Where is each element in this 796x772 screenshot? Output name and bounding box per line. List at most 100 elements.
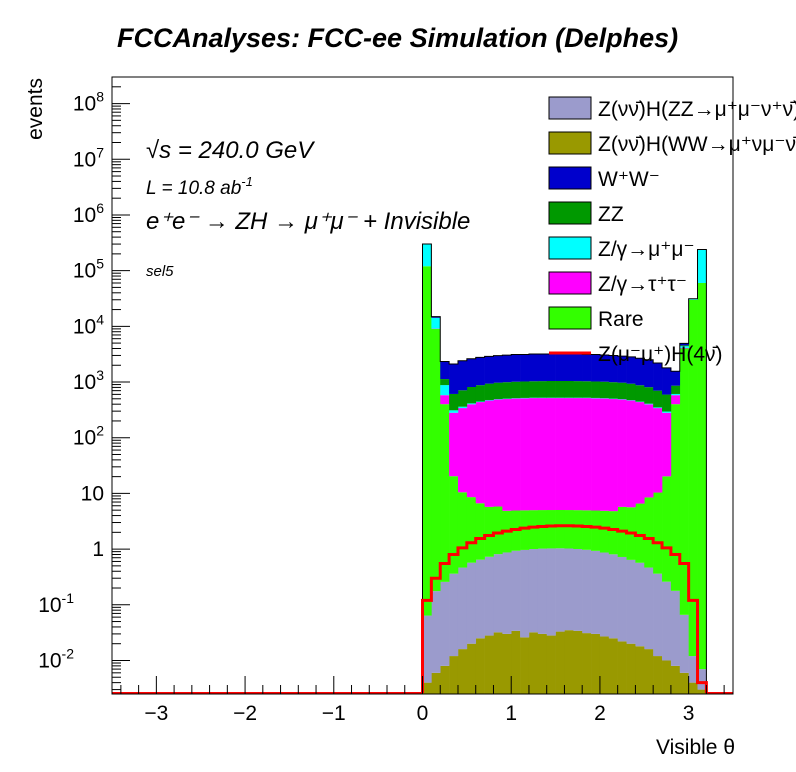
histogram-bar xyxy=(599,354,610,382)
histogram-bar xyxy=(679,347,689,349)
histogram-bar xyxy=(484,399,494,401)
histogram-bar xyxy=(449,656,459,694)
histogram-bar xyxy=(582,398,592,511)
histogram-bar xyxy=(528,398,539,511)
histogram-bar xyxy=(626,643,636,694)
histogram-bar xyxy=(493,399,503,507)
histogram-bar xyxy=(457,492,468,568)
histogram-bar xyxy=(644,497,654,568)
legend-swatch xyxy=(548,306,592,330)
legend-swatch xyxy=(548,201,592,225)
histogram-bar xyxy=(599,510,610,553)
histogram-bar xyxy=(484,383,494,400)
x-tick-label: 0 xyxy=(417,702,429,725)
histogram-bar xyxy=(679,346,689,348)
histogram-bar xyxy=(449,412,459,477)
histogram-bar xyxy=(537,398,547,511)
histogram-bar xyxy=(546,398,556,511)
histogram-bar xyxy=(493,506,503,555)
histogram-bar xyxy=(528,354,539,382)
histogram-bar xyxy=(466,404,477,498)
histogram-bar xyxy=(555,381,565,398)
histogram-bar xyxy=(617,399,627,507)
histogram-bar xyxy=(564,353,574,382)
histogram-bar xyxy=(555,398,565,511)
histogram-bar xyxy=(440,665,450,694)
x-axis-title: Visible θ xyxy=(656,736,735,759)
histogram-bar xyxy=(635,646,645,694)
histogram-bar xyxy=(528,510,539,550)
histogram-bar xyxy=(431,591,441,673)
histogram-bar xyxy=(591,550,601,634)
y-tick-label: 107 xyxy=(73,144,104,171)
histogram-bar xyxy=(591,381,601,398)
histogram-bar xyxy=(502,355,512,383)
histogram-bar xyxy=(520,549,530,638)
histogram-bar xyxy=(653,573,663,657)
histogram-bar xyxy=(555,353,565,382)
x-tick-label: 3 xyxy=(683,702,695,725)
histogram-bar xyxy=(564,630,574,694)
histogram-bar xyxy=(599,381,610,399)
histogram-bar xyxy=(555,548,565,632)
sqrt-s-annotation: √s = 240.0 GeV xyxy=(146,137,315,164)
histogram-bar xyxy=(537,353,547,382)
histogram-bar xyxy=(564,381,574,398)
histogram-bar xyxy=(608,382,618,399)
histogram-bar xyxy=(546,548,556,636)
histogram-bar xyxy=(466,497,477,563)
histogram-bar xyxy=(502,399,512,511)
histogram-bar xyxy=(520,398,530,511)
histogram-bar xyxy=(644,567,654,650)
histogram-bar xyxy=(457,360,468,391)
legend-label: Rare xyxy=(598,308,644,331)
y-axis-title: events xyxy=(24,78,47,140)
x-tick-label: −3 xyxy=(144,702,168,725)
y-tick-label: 1 xyxy=(92,538,104,561)
histogram-bar xyxy=(520,637,530,694)
histogram-bar xyxy=(449,573,459,657)
legend: Z(νν̄)H(ZZ→μ⁺μ⁻ν⁺ν̄) Z(νν̄)H(WW→μ⁺νμ⁻ν̄) W… xyxy=(548,96,796,366)
histogram-bar xyxy=(511,398,521,511)
histogram-bar xyxy=(679,348,689,615)
histogram-bar xyxy=(528,549,539,633)
histogram-bar xyxy=(449,410,459,413)
legend-swatch xyxy=(548,271,592,295)
histogram-bar xyxy=(582,549,592,634)
histogram-bar xyxy=(440,404,450,582)
x-tick-label: 2 xyxy=(594,702,606,725)
legend-swatch xyxy=(548,131,592,155)
signal-line-group xyxy=(421,524,708,693)
histogram-bar xyxy=(670,404,681,591)
histogram-bar xyxy=(617,382,627,400)
y-tick-label: 106 xyxy=(73,200,104,227)
histogram-bar xyxy=(440,581,450,666)
histogram-bar xyxy=(484,635,494,694)
histogram-bar xyxy=(626,400,636,508)
histogram-bar xyxy=(573,510,583,549)
histogram-bar xyxy=(573,630,583,694)
histogram-bar xyxy=(591,633,601,694)
histogram-bar xyxy=(582,354,592,382)
histogram-bar xyxy=(555,631,565,694)
histogram-bar xyxy=(635,358,645,386)
histogram-bar xyxy=(493,632,503,694)
legend-label: W⁺W⁻ xyxy=(598,168,660,191)
selection-annotation: sel5 xyxy=(146,263,174,280)
histogram-bar xyxy=(670,665,681,694)
histogram-bar xyxy=(591,510,601,551)
histogram-bar xyxy=(546,635,556,694)
histogram-bar xyxy=(422,615,432,683)
legend-swatch xyxy=(548,96,592,120)
histogram-bar xyxy=(440,385,450,396)
histogram-bar xyxy=(457,567,468,650)
histogram-bar xyxy=(697,282,707,670)
chart-title: FCCAnalyses: FCC-ee Simulation (Delphes) xyxy=(117,23,678,53)
histogram-bar xyxy=(511,381,521,399)
y-axis: 10-2 10-1 1 10 102 103 104 105 106 107 108 xyxy=(38,76,130,691)
histogram-bar xyxy=(608,355,618,383)
histogram-bar xyxy=(679,672,689,694)
histogram-bar xyxy=(457,408,468,493)
histogram-bar xyxy=(422,244,432,267)
histogram-bar xyxy=(564,548,574,631)
